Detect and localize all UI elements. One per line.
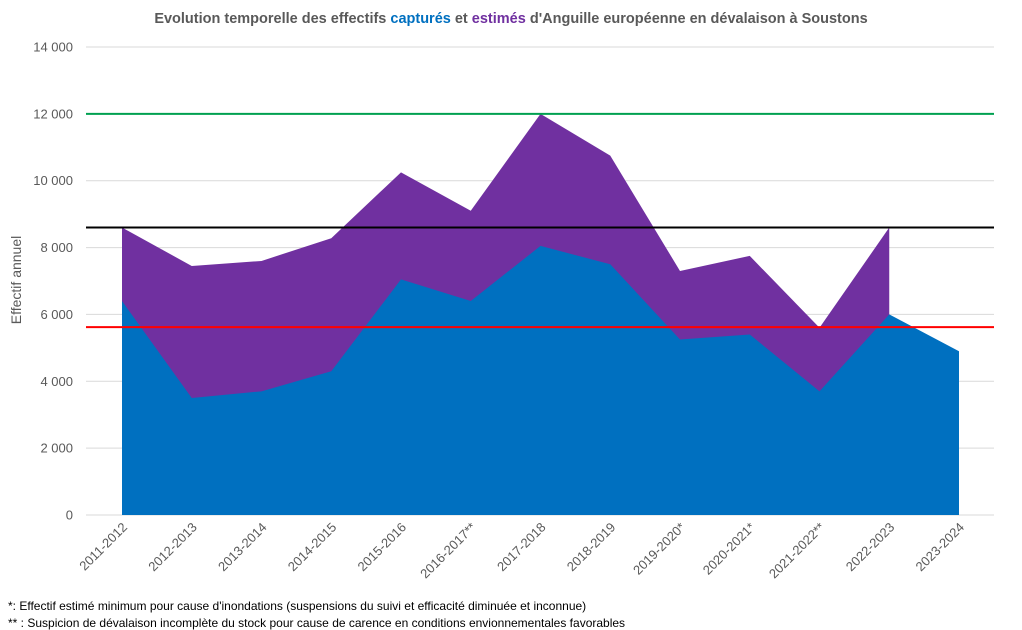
x-axis-ticks: 2011-2012 2012-2013 2013-2014 2014-2015 2015… <box>76 520 967 582</box>
title-part2: et <box>450 11 472 27</box>
y-axis-ticks: 0 2 000 4 000 6 000 8 000 10 000 12 000 14 000 <box>33 40 73 523</box>
y-tick-label: 0 <box>66 508 73 523</box>
y-axis-title: Effectif annuel <box>8 236 24 324</box>
x-tick-label: 2013-2014 <box>215 520 270 575</box>
x-tick-label: 2020-2021* <box>700 520 758 578</box>
x-tick-label: 2014-2015 <box>285 520 340 575</box>
title-part1: Evolution temporelle des effectifs <box>154 11 391 27</box>
x-tick-label: 2011-2012 <box>76 520 130 574</box>
y-tick-label: 12 000 <box>33 106 73 121</box>
y-tick-label: 2 000 <box>40 441 73 456</box>
chart-title: Evolution temporelle des effectifs captu… <box>0 11 1022 27</box>
y-tick-label: 6 000 <box>40 307 73 322</box>
title-part3: d'Anguille européenne en dévalaison à So… <box>525 11 868 27</box>
y-tick-label: 8 000 <box>40 240 73 255</box>
x-tick-label: 2023-2024 <box>913 520 968 575</box>
title-estimated-word: estimés <box>471 11 526 27</box>
x-tick-label: 2017-2018 <box>494 520 549 575</box>
captured-area <box>122 245 959 515</box>
x-tick-label: 2019-2020* <box>630 520 688 578</box>
footnote-flood: *: Effectif estimé minimum pour cause d'… <box>8 599 587 613</box>
x-tick-label: 2018-2019 <box>564 520 619 575</box>
x-tick-label: 2012-2013 <box>145 520 200 575</box>
x-tick-label: 2022-2023 <box>843 520 898 575</box>
x-tick-label: 2021-2022** <box>766 520 828 582</box>
footnote-incomplete-run: ** : Suspicion de dévalaison incomplète … <box>8 616 626 630</box>
x-tick-label: 2015-2016 <box>355 520 410 575</box>
x-tick-label: 2016-2017** <box>417 520 479 582</box>
title-captured-word: capturés <box>390 11 451 27</box>
reference-lines <box>86 112 994 329</box>
y-tick-label: 10 000 <box>33 173 73 188</box>
y-tick-label: 14 000 <box>33 40 73 55</box>
y-tick-label: 4 000 <box>40 374 73 389</box>
areas <box>122 113 959 515</box>
